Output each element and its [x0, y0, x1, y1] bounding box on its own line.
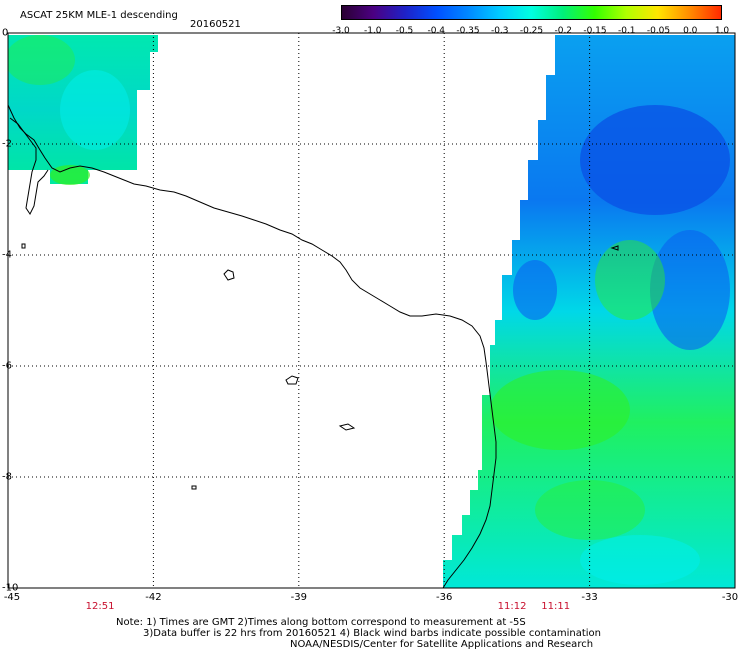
island — [338, 423, 356, 431]
colorbar-legend — [341, 5, 722, 20]
low-value-region — [580, 105, 730, 215]
latitude-tick-label: -8 — [2, 471, 12, 483]
latitude-tick-label: 0 — [2, 27, 9, 39]
colorbar-tick-label: -0.15 — [583, 26, 607, 36]
pass-time-label: 11:12 — [497, 601, 527, 612]
high-value-region — [50, 165, 90, 185]
high-value-region — [595, 240, 665, 320]
colorbar-tick-label: -0.35 — [456, 26, 480, 36]
colorbar-tick-label: -0.5 — [395, 26, 414, 36]
low-value-region — [513, 260, 557, 320]
product-date: 20160521 — [190, 19, 241, 30]
colorbar-tick-label: 1.0 — [714, 26, 730, 36]
high-value-region — [8, 35, 75, 85]
latitude-tick-label: -4 — [2, 249, 12, 261]
colorbar-tick-label: -0.3 — [490, 26, 509, 36]
colorbar-tick-label: -0.4 — [427, 26, 446, 36]
island — [21, 243, 26, 249]
colorbar-tick-label: -1.0 — [363, 26, 382, 36]
product-title: ASCAT 25KM MLE-1 descending — [20, 10, 178, 21]
map-frame — [7, 32, 736, 589]
note-line-2: 3)Data buffer is 22 hrs from 20160521 4)… — [143, 628, 601, 639]
latitude-tick-label: -10 — [2, 582, 19, 594]
longitude-tick-label: -45 — [3, 592, 21, 603]
coastline — [7, 104, 497, 589]
mid-value-region — [60, 70, 130, 150]
longitude-tick-label: -42 — [145, 592, 162, 603]
note-line-1: Note: 1) Times are GMT 2)Times along bot… — [116, 617, 526, 628]
colorbar-tick-label: -0.2 — [554, 26, 573, 36]
latitude-tick-label: -6 — [2, 360, 12, 372]
colorbar-tick-label: -0.05 — [646, 26, 671, 36]
coastline-west — [9, 117, 49, 215]
longitude-tick-label: -33 — [581, 592, 598, 603]
longitude-tick-label: -39 — [290, 592, 307, 603]
island — [285, 375, 299, 385]
low-value-region — [650, 230, 730, 350]
pass-time-label: 11:11 — [541, 601, 571, 612]
pass-time-label: 12:51 — [85, 601, 115, 612]
latitude-tick-label: -2 — [2, 138, 12, 150]
colorbar-tick-label: -0.1 — [617, 26, 636, 36]
mid-value-region — [580, 535, 700, 585]
note-line-3: NOAA/NESDIS/Center for Satellite Applica… — [290, 639, 594, 650]
high-value-region — [490, 370, 630, 450]
colorbar-tick-label: -0.25 — [519, 26, 544, 36]
longitude-tick-label: -36 — [436, 592, 453, 603]
colorbar-tick-label: -3.0 — [332, 26, 350, 36]
island — [223, 269, 235, 281]
colorbar-tick-label: 0.0 — [683, 26, 698, 36]
longitude-tick-label: -30 — [721, 592, 739, 603]
island — [191, 485, 197, 490]
island — [610, 245, 619, 251]
